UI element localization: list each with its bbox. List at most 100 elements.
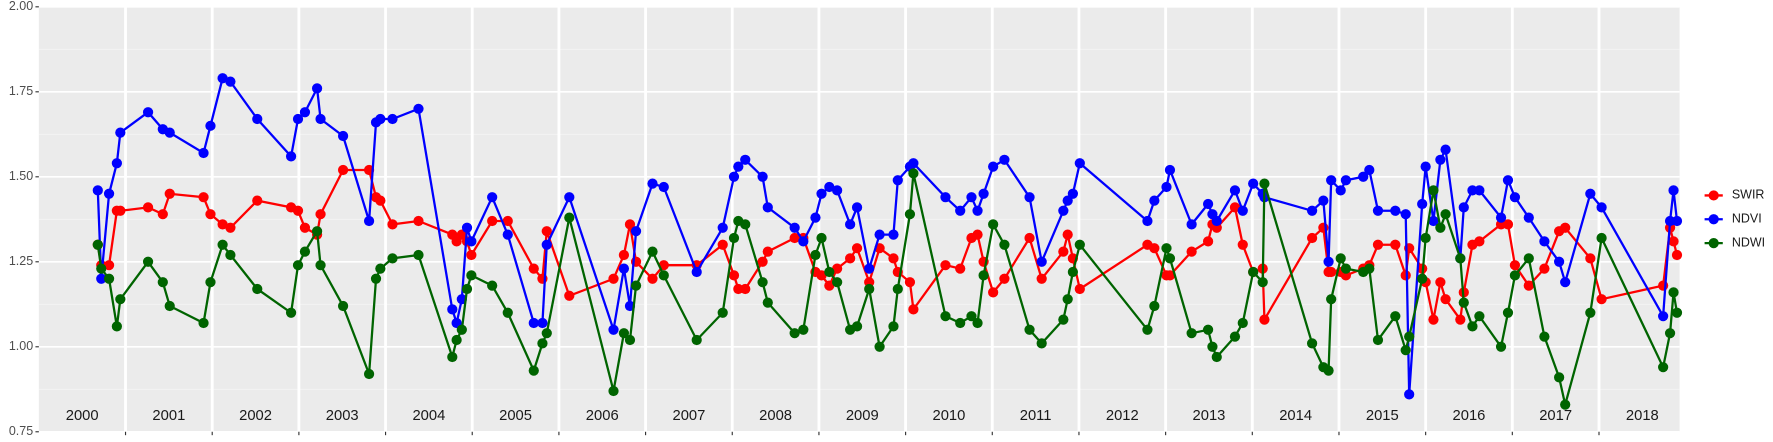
point xyxy=(1435,222,1446,233)
point xyxy=(1467,321,1478,332)
point xyxy=(691,266,702,278)
point xyxy=(413,215,424,227)
point xyxy=(1372,334,1384,346)
year-label: 2008 xyxy=(759,408,792,424)
point xyxy=(157,209,168,220)
point xyxy=(115,127,126,138)
point xyxy=(1523,212,1534,223)
point xyxy=(1474,311,1485,322)
point xyxy=(624,219,636,230)
point xyxy=(762,297,773,308)
point xyxy=(816,232,827,244)
point xyxy=(1671,215,1683,227)
point xyxy=(1062,294,1073,305)
point xyxy=(1372,239,1384,250)
point xyxy=(487,192,498,203)
point xyxy=(487,215,498,227)
point xyxy=(1058,314,1069,325)
point xyxy=(940,192,951,203)
point xyxy=(292,205,304,216)
point xyxy=(618,263,630,274)
point xyxy=(966,311,977,322)
legend-key xyxy=(1708,190,1719,201)
point xyxy=(299,107,311,118)
point xyxy=(337,300,349,312)
point xyxy=(252,283,263,295)
point xyxy=(757,171,768,182)
point xyxy=(1036,273,1047,284)
point xyxy=(1671,249,1683,261)
point xyxy=(466,249,477,261)
point xyxy=(832,277,843,288)
point xyxy=(311,83,323,94)
point xyxy=(999,239,1010,250)
point xyxy=(1400,270,1411,281)
point xyxy=(142,107,154,118)
year-label: 2015 xyxy=(1366,408,1399,424)
point xyxy=(225,222,236,233)
point xyxy=(1560,222,1571,233)
point xyxy=(1420,161,1431,172)
point xyxy=(608,385,619,397)
year-label: 2014 xyxy=(1279,408,1312,424)
point xyxy=(198,317,209,329)
point xyxy=(1585,188,1596,199)
point xyxy=(608,273,619,284)
point xyxy=(375,195,386,206)
point xyxy=(502,229,513,240)
point xyxy=(1323,365,1334,376)
point xyxy=(940,311,951,322)
point xyxy=(1440,144,1451,155)
point xyxy=(1596,202,1607,213)
point xyxy=(972,317,983,329)
point xyxy=(205,120,216,131)
point xyxy=(1036,256,1047,267)
point xyxy=(1502,307,1514,318)
point xyxy=(789,328,800,339)
point xyxy=(864,263,875,274)
point xyxy=(164,127,175,138)
point xyxy=(691,334,702,346)
year-label: 2003 xyxy=(326,408,359,424)
point xyxy=(466,236,477,247)
point xyxy=(1257,277,1268,288)
point xyxy=(115,294,126,305)
point xyxy=(92,185,103,196)
point xyxy=(810,212,821,223)
point xyxy=(528,365,539,376)
point xyxy=(762,246,773,257)
point xyxy=(1067,188,1078,199)
point xyxy=(658,181,669,193)
point xyxy=(1326,175,1337,186)
point xyxy=(363,368,375,380)
point xyxy=(96,263,107,274)
point xyxy=(874,341,885,352)
point xyxy=(285,151,297,162)
point xyxy=(1259,314,1270,325)
point xyxy=(1149,243,1160,254)
point xyxy=(1554,372,1565,383)
point xyxy=(1186,219,1197,230)
year-label: 2017 xyxy=(1539,408,1572,424)
point xyxy=(1658,311,1669,322)
point xyxy=(1248,178,1259,189)
point xyxy=(966,192,977,203)
point xyxy=(537,338,548,349)
point xyxy=(1306,338,1318,349)
point xyxy=(1229,331,1241,342)
point xyxy=(502,307,513,318)
point xyxy=(972,205,983,216)
point xyxy=(1024,192,1035,203)
point xyxy=(164,300,175,312)
point xyxy=(487,280,498,291)
year-label: 2009 xyxy=(846,408,879,424)
point xyxy=(874,229,885,240)
point xyxy=(1237,239,1248,250)
y-tick-label: 0.75 xyxy=(9,424,33,438)
point xyxy=(103,260,115,271)
point xyxy=(908,304,919,315)
point xyxy=(988,287,999,298)
point xyxy=(1024,232,1035,244)
legend-key xyxy=(1708,238,1719,249)
point xyxy=(757,277,768,288)
